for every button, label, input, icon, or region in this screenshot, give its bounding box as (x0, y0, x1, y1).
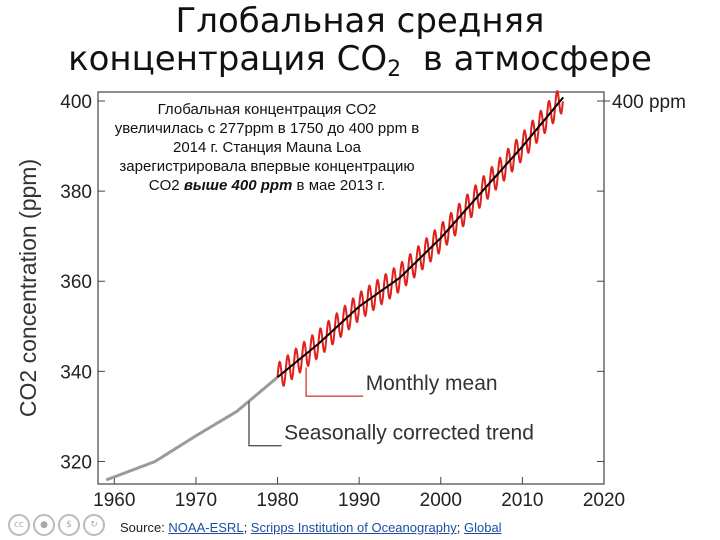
y-axis-label: CO2 concentration (ppm) (15, 159, 41, 417)
x-tick-label: 2010 (501, 490, 543, 511)
annotation-text: Глобальная концентрация CO2 увеличилась … (114, 101, 420, 194)
slide-title: Глобальная средняя концентрация CO2 в ат… (0, 2, 720, 89)
annotation-box: Глобальная концентрация CO2 увеличилась … (112, 96, 422, 199)
license-badges: cc ● $ ↻ (8, 514, 105, 536)
title-line-2: концентрация CO2 в атмосфере (0, 40, 720, 89)
x-tick-label: 1970 (175, 490, 217, 511)
plot-frame (97, 91, 605, 485)
x-tick-label: 1980 (256, 490, 298, 511)
annotation-emphasis: выше 400 ppm (183, 177, 293, 194)
y-tick-label: 380 (60, 182, 92, 203)
title-line-2-post: в атмосфере (401, 39, 652, 79)
trend-line-early (105, 376, 279, 482)
source-line: Source: NOAA-ESRL; Scripps Institution o… (120, 520, 502, 535)
cc-icon: cc (8, 514, 30, 536)
series-monthly-mean (276, 90, 564, 388)
title-line-2-pre: концентрация CO (68, 39, 388, 79)
x-tick-label: 2020 (583, 490, 625, 511)
callout-line-monthly (305, 367, 364, 397)
nc-icon: $ (58, 514, 80, 536)
source-sep-1: ; (243, 520, 251, 535)
callout-label-monthly: Monthly mean (366, 372, 498, 395)
source-prefix: Source: (120, 520, 169, 535)
callout-label-trend: Seasonally corrected trend (284, 422, 534, 445)
x-tick-label: 1960 (93, 490, 135, 511)
series-seasonally-corrected-trend (276, 96, 564, 378)
source-link-global[interactable]: Global (463, 520, 502, 535)
title-line-1: Глобальная средняя (175, 1, 545, 41)
source-link-scripps[interactable]: Scripps Institution of Oceanography (250, 520, 457, 535)
x-tick-label: 1990 (338, 490, 380, 511)
annotation-text-end: в мае 2013 г. (292, 177, 386, 194)
y-tick-label: 340 (60, 362, 92, 383)
y-tick-label: 400 (60, 92, 92, 113)
source-link-noaa[interactable]: NOAA-ESRL (168, 520, 244, 535)
right-reference-label: 400 ppm (612, 92, 686, 113)
source-sep-2: ; (456, 520, 464, 535)
y-tick-label: 360 (60, 272, 92, 293)
y-tick-label: 320 (60, 452, 92, 473)
callout-line-trend (248, 401, 282, 447)
by-icon: ● (33, 514, 55, 536)
x-tick-label: 2000 (420, 490, 462, 511)
sa-icon: ↻ (83, 514, 105, 536)
title-subscript: 2 (387, 57, 402, 82)
